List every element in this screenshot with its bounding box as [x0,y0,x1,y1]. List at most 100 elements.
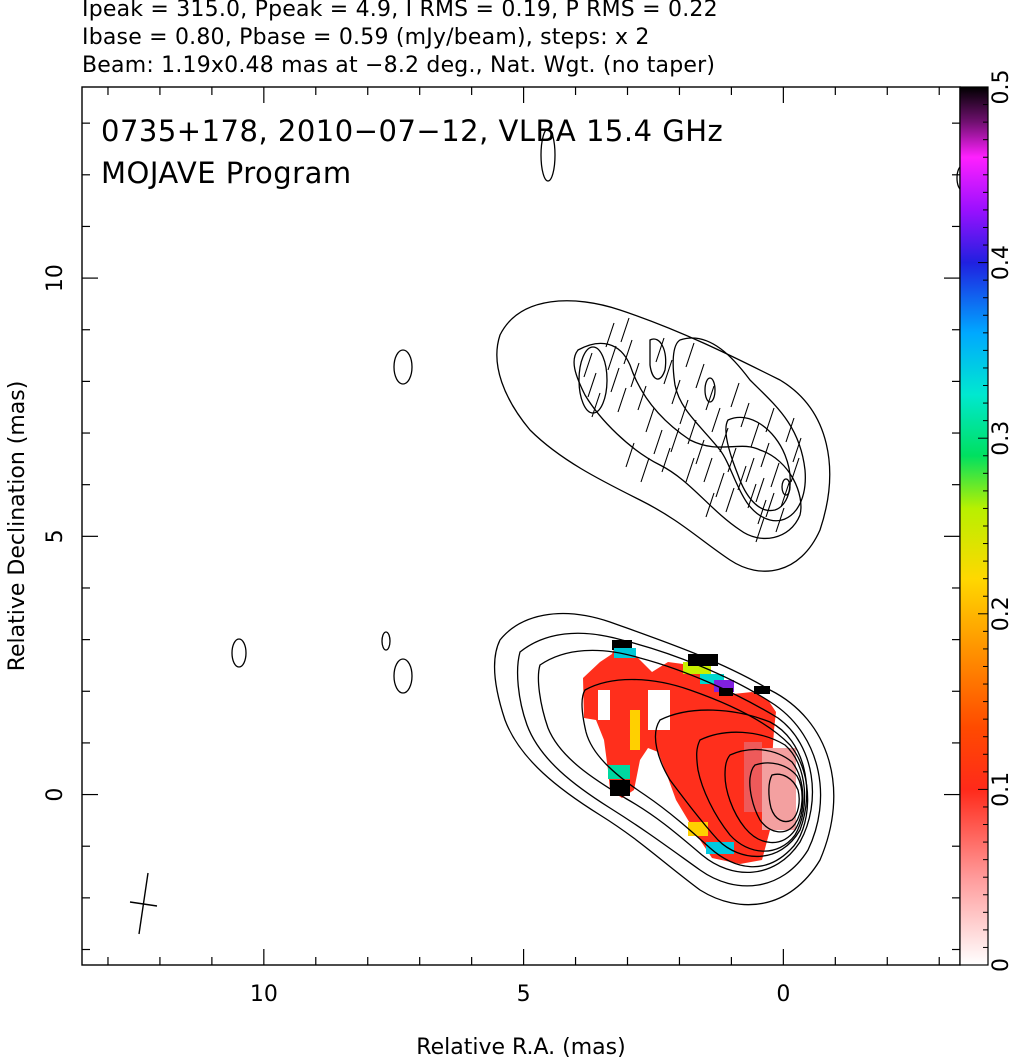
evpa-vector [740,402,750,428]
evpa-vector [711,407,721,433]
intensity-contour-island-1 [540,128,556,182]
intensity-contour-6 [696,731,806,852]
evpa-vector [671,379,681,405]
intensity-contour-5 [654,709,808,858]
polarization-colormap-hole-2 [648,690,670,730]
polarized-contour-2 [573,342,802,540]
intensity-contour-1 [493,612,835,906]
colorbar-ticks [978,86,988,966]
evpa-vector [719,427,729,453]
evpa-vector [623,339,633,365]
polarized-contour-8 [649,338,667,380]
header-line-3: Beam: 1.19x0.48 mas at −8.2 deg., Nat. W… [82,53,716,78]
x-tick-label: 5 [517,982,531,1007]
evpa-vector [695,439,705,465]
y-tick-label: 0 [43,788,68,802]
polarized-contour-5 [578,346,608,414]
intensity-contour-island-5 [393,658,413,694]
evpa-vector [685,457,695,483]
evpa-vector [727,447,737,473]
colorbar-tick-label: 0.5 [989,70,1014,105]
evpa-vector [583,352,593,378]
evpa-vector [625,442,635,468]
evpa-vector [610,367,620,393]
evpa-vector [747,483,757,509]
polarization-colormap-hole-1 [598,690,610,720]
polarization-colormap-edge-3 [688,654,718,666]
polarization-colormap-core [744,742,762,812]
beam-minor-axis [129,901,158,907]
header-line-1: Ipeak = 315.0, Ppeak = 4.9, I RMS = 0.19… [82,0,718,22]
y-axis-label: Relative Declination (mas) [5,381,30,672]
evpa-vector [730,382,740,408]
evpa-vector [679,399,689,425]
evpa-vector [695,363,705,389]
evpa-vector [630,362,640,388]
header-line-2: Ibase = 0.80, Pbase = 0.59 (mJy/beam), s… [82,25,650,50]
evpa-vector [790,457,800,483]
x-axis-label: Relative R.A. (mas) [416,1035,625,1060]
evpa-vector [663,359,673,385]
evpa-vector [705,385,715,411]
colorbar-tick-label: 0.3 [989,421,1014,456]
evpa-vector [591,392,601,418]
polarized-contour-6 [704,377,716,403]
evpa-vector [780,482,790,508]
evpa-vector [655,337,665,363]
evpa-vector [725,487,735,513]
intensity-contour-4 [581,678,809,868]
colorbar-tick-label: 0.4 [989,245,1014,280]
evpa-vector [670,427,680,453]
evpa-vector [750,422,760,448]
evpa-vector [760,442,770,468]
evpa-vector [637,385,647,411]
evpa-vector [792,437,802,463]
evpa-vector [617,387,627,413]
intensity-contour-8 [749,762,803,833]
intensity-contour-island-3 [231,638,247,668]
evpa-vector [765,407,775,433]
colorbar-tick-label: 0.1 [989,772,1014,807]
intensity-contours [231,128,960,906]
plot-subtitle: MOJAVE Program [101,156,352,190]
polarization-colormap-edge-5 [719,688,733,696]
axis-tick-labels: 10 5 0 0 5 10 [43,264,790,1007]
x-tick-label: 0 [776,982,790,1007]
intensity-contour-island-6 [956,166,960,190]
evpa-vector [785,417,795,443]
polarization-colormap-edge-13 [630,710,640,750]
y-tick-label: 10 [43,264,68,292]
x-tick-label: 10 [250,982,278,1007]
evpa-vector [765,492,775,518]
evpa-vector [705,492,715,518]
polarization-colormap-edge-6 [612,640,632,650]
evpa-vector [757,499,767,525]
intensity-contour-9 [768,773,800,823]
evpa-vector [620,317,630,343]
evpa-vector [653,429,663,455]
colorbar [959,86,989,966]
evpa-vector [607,345,617,371]
polarization-colormap-edge-2 [700,674,724,684]
polarization-colormap-center [762,748,796,830]
beam-cross [129,872,158,935]
intensity-contour-2 [516,632,822,887]
polarized-contours [496,300,831,572]
polarization-colormap-edge-8 [608,765,630,779]
evpa-vector [605,322,615,348]
axis-ticks [82,87,960,965]
evpa-vector [685,342,695,368]
polarization-colormap-edge-7 [614,648,636,658]
intensity-contour-7 [724,748,804,844]
colorbar-tick-labels: 0 0.1 0.2 0.3 0.4 0.5 [989,70,1014,973]
polarized-contour-4 [725,416,791,512]
intensity-contour-island-4 [381,631,391,651]
intensity-contour-3 [537,649,814,873]
evpa-vector [715,472,725,498]
evpa-vectors [583,317,802,543]
evpa-vector [587,372,597,398]
evpa-vector [687,419,697,445]
evpa-vector [755,517,765,543]
evpa-vector [645,407,655,433]
